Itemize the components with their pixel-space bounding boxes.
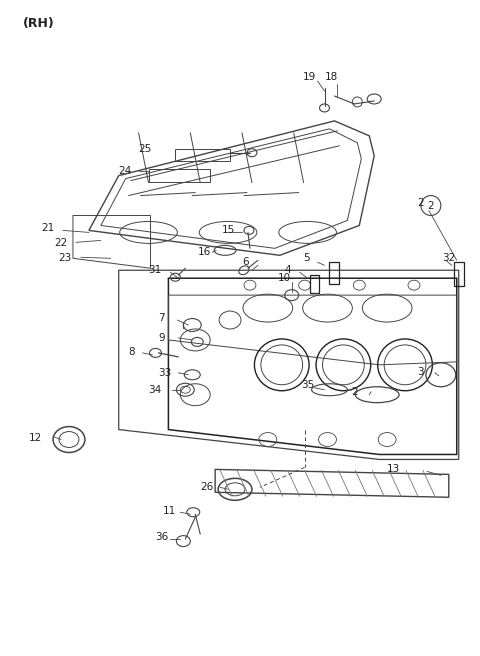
Bar: [329, 262, 339, 284]
Text: 35: 35: [301, 380, 315, 390]
Text: 8: 8: [129, 347, 135, 357]
Text: 16: 16: [198, 247, 212, 257]
Text: 34: 34: [148, 384, 162, 395]
Text: 3: 3: [417, 367, 423, 377]
Text: 15: 15: [222, 226, 235, 236]
Bar: [175, 149, 230, 161]
Text: 18: 18: [324, 72, 338, 82]
Text: 10: 10: [278, 273, 291, 283]
Text: 2: 2: [351, 387, 358, 397]
Text: 26: 26: [200, 482, 214, 492]
Text: 6: 6: [242, 257, 249, 267]
Text: 2: 2: [428, 201, 434, 211]
Text: 36: 36: [156, 532, 169, 542]
Text: 24: 24: [119, 166, 132, 176]
Text: 33: 33: [158, 368, 172, 378]
Text: 22: 22: [54, 238, 67, 249]
Text: 25: 25: [139, 144, 152, 154]
Text: 7: 7: [158, 313, 165, 323]
Text: 23: 23: [58, 253, 72, 263]
Text: (RH): (RH): [23, 17, 55, 30]
Text: 21: 21: [41, 224, 54, 234]
Text: 5: 5: [304, 253, 310, 263]
Bar: [148, 169, 210, 182]
Bar: [454, 262, 464, 286]
Text: 31: 31: [148, 265, 162, 276]
Text: 13: 13: [387, 464, 400, 474]
Text: 11: 11: [162, 506, 176, 516]
Bar: [310, 276, 319, 293]
Text: 2: 2: [417, 197, 423, 207]
Text: 32: 32: [442, 253, 455, 263]
Text: 19: 19: [302, 72, 316, 82]
Text: 12: 12: [29, 432, 42, 443]
Text: 4: 4: [285, 265, 291, 276]
Text: 9: 9: [158, 333, 165, 343]
